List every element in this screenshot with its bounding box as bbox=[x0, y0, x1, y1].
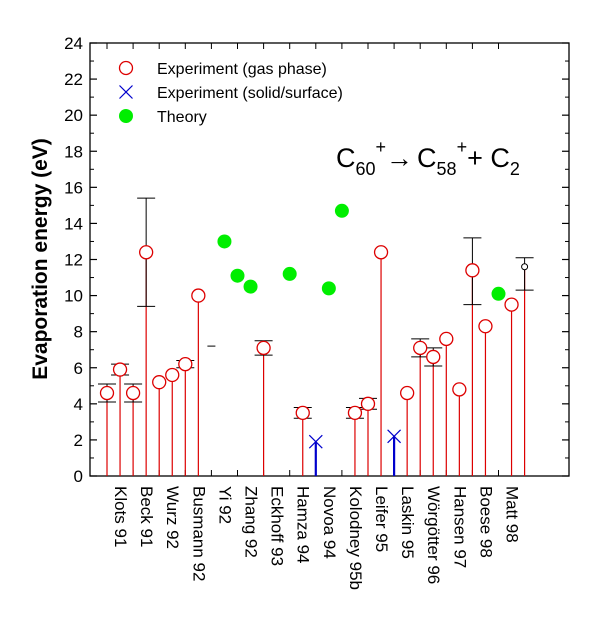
point-gas-phase bbox=[465, 263, 480, 278]
point-gas-phase bbox=[99, 385, 115, 401]
point-gas-phase bbox=[295, 405, 310, 421]
point-gas-phase bbox=[125, 385, 141, 401]
plot-frame bbox=[89, 42, 570, 477]
point-theory bbox=[334, 203, 349, 218]
plot-axes bbox=[89, 42, 570, 477]
y-axis-label: Evaporation energy (eV) bbox=[29, 138, 52, 380]
y-tick-label: 8 bbox=[74, 323, 83, 342]
x-category-label: Boese 98 bbox=[476, 486, 495, 558]
y-tick-label: 16 bbox=[64, 178, 83, 197]
y-tick-label: 0 bbox=[74, 467, 83, 486]
legend-label: Experiment (gas phase) bbox=[157, 61, 327, 78]
point-gas-phase bbox=[112, 362, 128, 377]
y-tick-label: 18 bbox=[64, 142, 83, 161]
reaction-part: C bbox=[417, 143, 437, 173]
y-tick-label: 24 bbox=[64, 34, 83, 53]
x-category-label: Wörgötter 96 bbox=[424, 486, 443, 584]
x-category-label: Hamza 94 bbox=[294, 486, 313, 563]
point-gas-phase bbox=[452, 382, 467, 397]
reaction-annotation: C60+→ C58++ C2 bbox=[336, 137, 520, 179]
y-tick-label: 10 bbox=[64, 287, 83, 306]
point-theory bbox=[217, 234, 232, 249]
point-gas-phase bbox=[504, 297, 519, 312]
point-solid-surface bbox=[387, 429, 402, 444]
x-category-label: Zhang 92 bbox=[242, 486, 261, 558]
y-tick-label: 14 bbox=[64, 214, 83, 233]
x-axis-category-labels: Klots 91 Beck 91 Wurz 92 Busmann 92 Yi 92 Zha… bbox=[111, 486, 522, 590]
reaction-part: + bbox=[376, 137, 387, 157]
data-stems bbox=[106, 252, 526, 476]
legend-symbol-gas bbox=[118, 60, 134, 76]
point-gas-phase bbox=[191, 288, 206, 303]
point-gas-phase bbox=[165, 367, 180, 383]
reaction-part: 58 bbox=[437, 159, 457, 179]
legend-symbol-theory bbox=[119, 109, 133, 123]
data-points bbox=[99, 203, 529, 449]
point-theory bbox=[230, 268, 245, 283]
point-gas-phase bbox=[478, 319, 493, 334]
legend-label: Experiment (solid/surface) bbox=[157, 85, 343, 102]
x-category-label: Klots 91 bbox=[111, 486, 130, 547]
x-category-label: Busmann 92 bbox=[189, 486, 208, 581]
point-theory bbox=[243, 279, 258, 294]
reaction-part: + bbox=[457, 137, 468, 157]
point-gas-phase bbox=[439, 331, 454, 347]
reaction-part: → bbox=[386, 143, 413, 173]
reaction-part: 2 bbox=[510, 159, 520, 179]
x-category-label: Wurz 92 bbox=[163, 486, 182, 549]
point-gas-phase bbox=[373, 245, 389, 260]
point-gas-phase bbox=[399, 385, 415, 401]
x-category-label: Novoa 94 bbox=[320, 486, 339, 559]
reaction-part: C bbox=[336, 143, 356, 173]
legend-label: Theory bbox=[157, 109, 207, 126]
point-gas-phase bbox=[178, 356, 193, 372]
x-category-label: Eckhoff 93 bbox=[268, 486, 287, 566]
x-category-label: Hansen 97 bbox=[450, 486, 469, 568]
point-gas-phase-small bbox=[521, 263, 529, 271]
y-tick-label: 6 bbox=[74, 359, 83, 378]
x-category-label: Matt 98 bbox=[503, 486, 522, 543]
legend-symbol-solid bbox=[119, 85, 133, 99]
y-tick-label: 4 bbox=[74, 395, 83, 414]
x-category-label: Beck 91 bbox=[137, 486, 156, 547]
point-gas-phase bbox=[138, 245, 154, 260]
point-theory bbox=[491, 286, 506, 301]
point-theory bbox=[321, 281, 336, 296]
y-tick-label: 2 bbox=[74, 431, 83, 450]
point-gas-phase bbox=[426, 349, 441, 365]
point-gas-phase bbox=[413, 340, 428, 356]
point-gas-phase bbox=[256, 340, 271, 356]
point-gas-phase bbox=[347, 405, 363, 421]
y-tick-label: 22 bbox=[64, 70, 83, 89]
reaction-part: + C bbox=[467, 143, 510, 173]
x-category-label: Kolodney 95b bbox=[346, 486, 365, 590]
point-gas-phase bbox=[152, 375, 167, 390]
legend: Experiment (gas phase) Experiment (solid/… bbox=[118, 60, 343, 126]
point-theory bbox=[282, 266, 297, 281]
x-category-label: Leifer 95 bbox=[372, 486, 391, 552]
point-gas-phase bbox=[360, 396, 376, 411]
point-solid-surface bbox=[308, 434, 323, 449]
x-category-label: Laskin 95 bbox=[398, 486, 417, 559]
y-tick-label: 12 bbox=[64, 251, 83, 270]
reaction-part: 60 bbox=[356, 159, 376, 179]
x-category-label: Yi 92 bbox=[215, 486, 234, 524]
y-tick-label: 20 bbox=[64, 106, 83, 125]
